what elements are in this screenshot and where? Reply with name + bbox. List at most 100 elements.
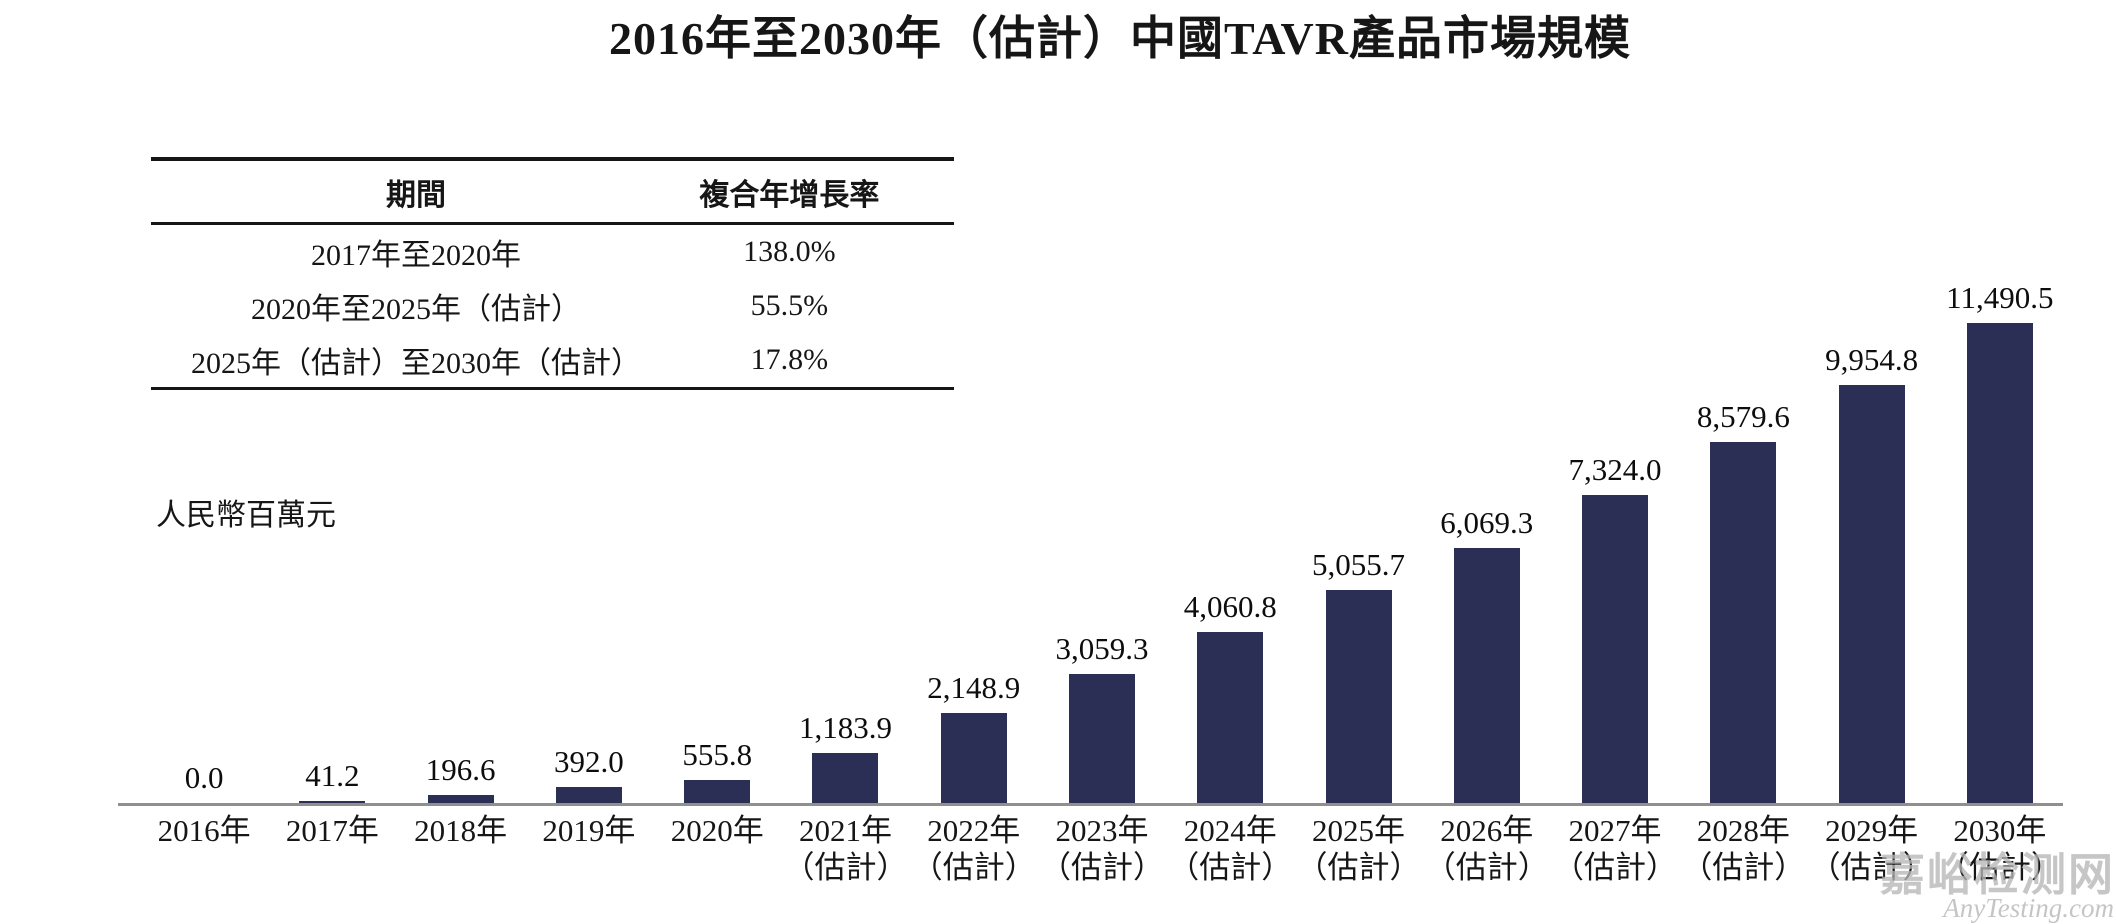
bar bbox=[1325, 590, 1392, 803]
cagr-table-row: 2020年至2025年（估計） 55.5% bbox=[151, 279, 954, 333]
cagr-cell: 138.0% bbox=[743, 235, 836, 268]
bar-column: 7,324.0 bbox=[1551, 280, 1679, 803]
x-tick-estimate-note: （估計） bbox=[783, 850, 908, 885]
bar-column: 1,183.9 bbox=[781, 280, 909, 803]
bar-column: 392.0 bbox=[525, 280, 653, 803]
x-tick-year: 2020年 bbox=[670, 813, 764, 848]
bar-column: 0.0 bbox=[140, 280, 268, 803]
x-tick-label: 2016年 bbox=[140, 812, 268, 886]
bar-value-label: 1,183.9 bbox=[798, 710, 892, 745]
bar-column: 11,490.5 bbox=[1936, 280, 2064, 803]
x-tick-estimate-note: （估計） bbox=[1553, 850, 1678, 885]
x-tick-year: 2022年 bbox=[927, 813, 1021, 848]
cagr-cell: 17.8% bbox=[750, 343, 829, 376]
bar bbox=[427, 795, 494, 803]
x-tick-label: 2021年 （估計） bbox=[781, 812, 909, 886]
x-tick-year: 2016年 bbox=[157, 813, 251, 848]
x-tick-label: 2030年 （估計） bbox=[1936, 812, 2064, 886]
x-tick-year: 2030年 bbox=[1953, 813, 2047, 848]
cagr-table-row: 2017年至2020年 138.0% bbox=[151, 225, 954, 279]
period-cell: 2017年至2020年 bbox=[310, 239, 521, 272]
x-axis-labels: 2016年 2017年 2018年 2019年 2020年 2021年 （估計） 2022年（… bbox=[140, 812, 2064, 886]
bar-value-label: 196.6 bbox=[425, 752, 496, 787]
x-tick-estimate-note: （估計） bbox=[1296, 850, 1421, 885]
x-tick-year: 2019年 bbox=[542, 813, 636, 848]
period-header-cell: 期間 bbox=[385, 178, 446, 212]
x-tick-label: 2023年 （估計） bbox=[1038, 812, 1166, 886]
x-tick-label: 2028年 （估計） bbox=[1679, 812, 1807, 886]
bar bbox=[1966, 323, 2033, 803]
bar bbox=[940, 713, 1007, 803]
x-tick-year: 2024年 bbox=[1183, 813, 1277, 848]
bar-value-label: 4,060.8 bbox=[1183, 589, 1277, 624]
bar bbox=[555, 787, 622, 803]
page-title: 2016年至2030年（估計）中國TAVR產品市場規模 bbox=[609, 13, 1631, 64]
cagr-header-cell: 複合年增長率 bbox=[699, 178, 880, 212]
cagr-table-header: 期間 複合年增長率 bbox=[151, 161, 954, 225]
bar-value-label: 3,059.3 bbox=[1055, 631, 1149, 666]
x-tick-label: 2019年 bbox=[525, 812, 653, 886]
bar-column: 3,059.3 bbox=[1038, 280, 1166, 803]
period-cell: 2020年至2025年（估計） bbox=[250, 293, 581, 326]
bar bbox=[299, 801, 366, 803]
x-tick-estimate-note: （估計） bbox=[1681, 850, 1806, 885]
bar-value-label: 7,324.0 bbox=[1568, 452, 1662, 487]
bar bbox=[1838, 385, 1905, 803]
x-tick-label: 2026年 （估計） bbox=[1423, 812, 1551, 886]
x-tick-label: 2025年 （估計） bbox=[1294, 812, 1422, 886]
bar-column: 8,579.6 bbox=[1679, 280, 1807, 803]
x-tick-estimate-note: （估計） bbox=[1039, 850, 1164, 885]
bar bbox=[1710, 442, 1777, 803]
bar-value-label: 11,490.5 bbox=[1946, 280, 2054, 315]
bar bbox=[812, 753, 879, 803]
bar-value-label: 41.2 bbox=[305, 758, 360, 793]
x-tick-year: 2026年 bbox=[1440, 813, 1534, 848]
x-tick-label: 2017年 bbox=[268, 812, 396, 886]
bar bbox=[1197, 632, 1264, 803]
x-tick-label: 2018年 bbox=[397, 812, 525, 886]
x-tick-year: 2025年 bbox=[1312, 813, 1406, 848]
x-tick-year: 2018年 bbox=[414, 813, 508, 848]
bar bbox=[1068, 674, 1135, 803]
bar-column: 555.8 bbox=[653, 280, 781, 803]
x-tick-label: 2029年 （估計） bbox=[1807, 812, 1935, 886]
x-tick-year: 2021年 bbox=[798, 813, 892, 848]
bar-value-label: 0.0 bbox=[184, 760, 224, 795]
bar-column: 41.2 bbox=[268, 280, 396, 803]
bar bbox=[1453, 548, 1520, 803]
x-tick-estimate-note: （估計） bbox=[1424, 850, 1549, 885]
x-tick-label: 2024年 （估計） bbox=[1166, 812, 1294, 886]
bar-value-label: 2,148.9 bbox=[927, 670, 1021, 705]
x-tick-year: 2017年 bbox=[285, 813, 379, 848]
x-tick-estimate-note: （估計） bbox=[1809, 850, 1934, 885]
bar-column: 2,148.9 bbox=[910, 280, 1038, 803]
bar-value-label: 5,055.7 bbox=[1312, 547, 1406, 582]
cagr-table: 期間 複合年增長率 2017年至2020年 138.0% 2020年至2025年… bbox=[151, 157, 954, 390]
x-tick-label: 2022年 （估計） bbox=[910, 812, 1038, 886]
bar-value-label: 9,954.8 bbox=[1825, 342, 1919, 377]
bar-chart: 0.0 41.2 196.6 392.0 555.8 1,183.9 2,148.9 3,05… bbox=[140, 280, 2064, 803]
bar-column: 5,055.7 bbox=[1294, 280, 1422, 803]
bar-value-label: 8,579.6 bbox=[1696, 399, 1790, 434]
bar-value-label: 392.0 bbox=[554, 744, 624, 779]
y-axis-unit-label: 人民幣百萬元 bbox=[156, 499, 336, 532]
x-tick-estimate-note: （估計） bbox=[1937, 850, 2062, 885]
cagr-cell: 55.5% bbox=[750, 289, 829, 322]
x-tick-year: 2028年 bbox=[1696, 813, 1790, 848]
x-tick-estimate-note: （估計） bbox=[911, 850, 1036, 885]
period-cell: 2025年（估計）至2030年（估計） bbox=[190, 347, 641, 380]
x-tick-year: 2027年 bbox=[1568, 813, 1662, 848]
x-tick-label: 2027年 （估計） bbox=[1551, 812, 1679, 886]
bar-value-label: 555.8 bbox=[682, 737, 753, 772]
watermark-en-text: AnyTesting.com bbox=[1943, 893, 2114, 923]
x-tick-year: 2029年 bbox=[1825, 813, 1919, 848]
cagr-table-row: 2025年（估計）至2030年（估計） 17.8% bbox=[151, 333, 954, 387]
bar bbox=[684, 780, 751, 803]
bar-column: 4,060.8 bbox=[1166, 280, 1294, 803]
bar-column: 196.6 bbox=[397, 280, 525, 803]
x-tick-label: 2020年 bbox=[653, 812, 781, 886]
x-axis-line bbox=[118, 803, 2063, 806]
bar-value-label: 6,069.3 bbox=[1440, 505, 1534, 540]
x-tick-year: 2023年 bbox=[1055, 813, 1149, 848]
x-tick-estimate-note: （估計） bbox=[1168, 850, 1293, 885]
